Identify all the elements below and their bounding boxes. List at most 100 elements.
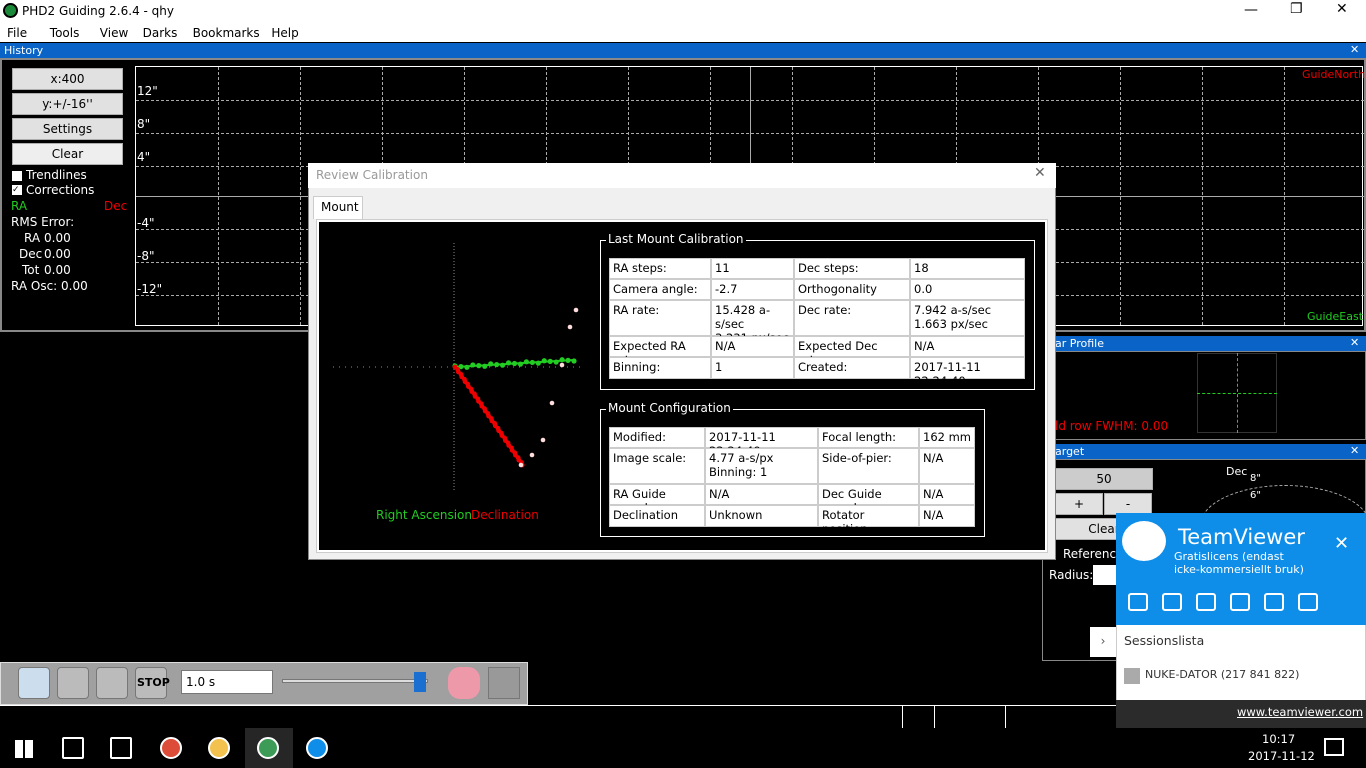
guide-button[interactable]: [18, 667, 50, 699]
slider-thumb[interactable]: [414, 672, 426, 692]
taskbar: [0, 728, 1366, 768]
table-cell: 4.77 a-s/px Binning: 1: [705, 448, 818, 484]
group-title: Mount Configuration: [606, 401, 733, 415]
zoom-select[interactable]: 50: [1055, 468, 1153, 490]
reverse-point: [567, 324, 573, 330]
stat-label: Dec: [19, 247, 43, 261]
ra-point: [500, 362, 506, 368]
close-button[interactable]: ✕: [1334, 533, 1350, 554]
y-tick-label: -12": [137, 282, 163, 296]
table-cell: Dec rate:: [794, 300, 910, 336]
ra-point: [571, 358, 577, 364]
legend: GuideNorth: [1302, 68, 1366, 81]
settings-button[interactable]: Settings: [12, 118, 123, 140]
label: Trendlines: [26, 168, 87, 182]
radius-input[interactable]: [1093, 565, 1118, 585]
auto-select-button[interactable]: [96, 667, 128, 699]
toolbar-icon[interactable]: [1196, 593, 1216, 611]
chrome-icon[interactable]: [160, 737, 182, 759]
legend: Right Ascension: [376, 508, 472, 522]
legend: Declination: [471, 508, 539, 522]
tab[interactable]: [313, 196, 363, 219]
menu-item[interactable]: Help: [271, 26, 299, 40]
separator: [934, 706, 935, 728]
clock-time: 10:17: [1262, 732, 1296, 746]
table-cell: Expected Dec rate:: [794, 336, 910, 367]
reverse-point: [549, 400, 555, 406]
start-button[interactable]: [15, 740, 33, 758]
menu-item[interactable]: File: [7, 26, 28, 40]
menu-item[interactable]: View: [99, 26, 129, 40]
explorer-icon[interactable]: [208, 737, 230, 759]
reverse-point: [540, 437, 546, 443]
close[interactable]: ✕: [1336, 1, 1348, 17]
label: Dec: [1226, 465, 1248, 478]
crosshair: [1197, 393, 1277, 394]
toolbar-icon[interactable]: [1298, 593, 1318, 611]
table-cell: Expected RA rate:: [609, 336, 711, 367]
table-cell: RA Guide speed:: [609, 484, 705, 515]
ra-point: [565, 357, 571, 363]
menu-item[interactable]: Darks: [142, 26, 178, 40]
y-tick-label: 8": [137, 117, 151, 131]
title-bar: [0, 0, 1366, 22]
section-title: Sessionslista: [1124, 633, 1205, 648]
dec-legend: Dec: [104, 199, 128, 213]
toolbar-icon[interactable]: [1264, 593, 1284, 611]
loop-button[interactable]: [57, 667, 89, 699]
table-cell: Created:: [794, 357, 910, 379]
x-scale-button[interactable]: x:400: [12, 68, 123, 90]
menu-item[interactable]: Tools: [49, 26, 80, 40]
phd2-icon[interactable]: [257, 737, 279, 759]
ra-point: [488, 361, 494, 367]
computer-icon[interactable]: [1124, 668, 1140, 684]
table-cell: Unknown: [705, 505, 818, 527]
trendlines-checkbox[interactable]: [12, 171, 22, 181]
toolbar-icon[interactable]: [1128, 593, 1148, 611]
teamviewer-icon[interactable]: [306, 737, 328, 759]
brain-button[interactable]: [448, 667, 480, 699]
table-cell: 18: [910, 258, 1025, 279]
computer-name[interactable]: NUKE-DATOR (217 841 822): [1145, 668, 1300, 681]
table-cell: 15.428 a-s/sec 3.231 px/sec: [711, 300, 794, 345]
calibration-plot: [333, 243, 580, 491]
y-scale-button[interactable]: y:+/-16'': [12, 93, 123, 115]
minus-button[interactable]: -: [1104, 493, 1152, 515]
plus-button[interactable]: +: [1055, 493, 1103, 515]
label: Radius:: [1049, 568, 1094, 582]
expand-tab[interactable]: ›: [1090, 627, 1116, 657]
stop-button[interactable]: [135, 667, 167, 699]
clear-button[interactable]: Clear: [12, 143, 123, 165]
window-controls[interactable]: — ❐ ✕: [1230, 0, 1366, 22]
table-cell: 2017-11-11 22:24:40: [705, 427, 818, 458]
corrections-checkbox[interactable]: ✓: [12, 185, 22, 195]
reverse-point: [529, 452, 535, 458]
exposure-select[interactable]: [181, 670, 273, 694]
toolbar-icon[interactable]: [1162, 593, 1182, 611]
toolbar-icon[interactable]: [1230, 593, 1250, 611]
gamma-slider[interactable]: [282, 679, 428, 683]
panel-close: ✕: [1350, 336, 1360, 349]
dialog-titlebar: [308, 163, 1056, 188]
table-cell: RA rate:: [609, 300, 711, 336]
maximize[interactable]: ❐: [1290, 1, 1303, 17]
camera-button[interactable]: [488, 667, 520, 699]
y-tick-label: 4": [137, 150, 151, 164]
minimize[interactable]: —: [1244, 2, 1258, 18]
table-cell: N/A: [919, 505, 975, 527]
search-icon[interactable]: [62, 737, 84, 759]
table-cell: RA steps:: [609, 258, 711, 279]
link[interactable]: www.teamviewer.com: [1237, 705, 1364, 719]
table-cell: 0.0: [910, 279, 1025, 300]
table-cell: Image scale:: [609, 448, 705, 484]
table-cell: N/A: [705, 484, 818, 505]
dialog-title: Review Calibration: [316, 168, 428, 182]
table-cell: Camera angle:: [609, 279, 711, 300]
notifications[interactable]: [1324, 738, 1344, 756]
table-cell: Side-of-pier:: [818, 448, 919, 484]
task-view-icon[interactable]: [110, 737, 132, 759]
dialog-close[interactable]: ✕: [1034, 165, 1046, 181]
menu-bar: [0, 22, 1366, 42]
menu-item[interactable]: Bookmarks: [192, 26, 260, 40]
table-cell: 7.942 a-s/sec 1.663 px/sec: [910, 300, 1025, 336]
